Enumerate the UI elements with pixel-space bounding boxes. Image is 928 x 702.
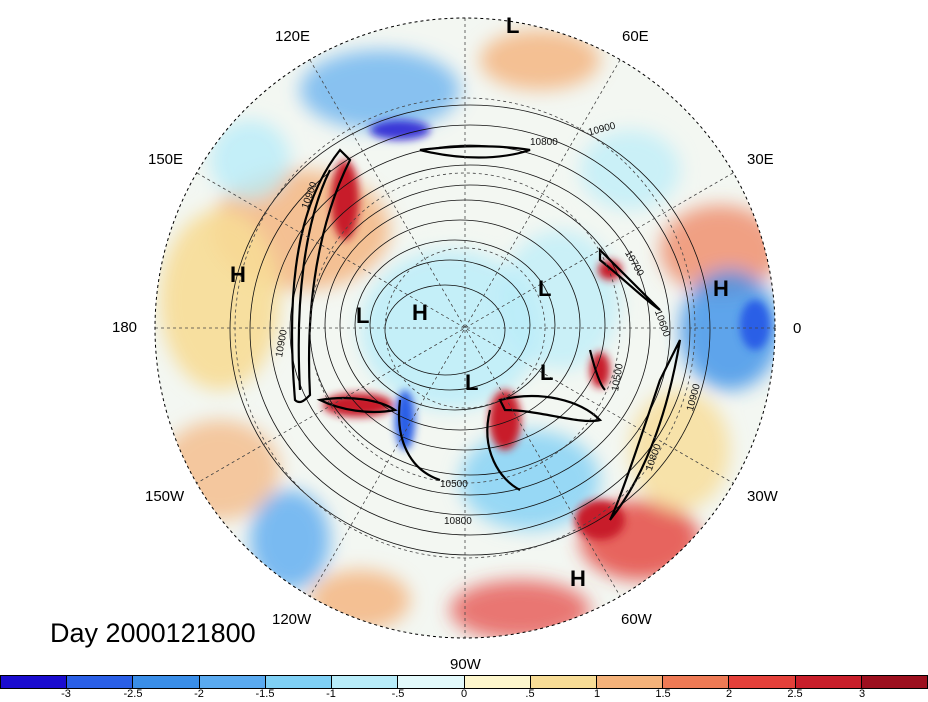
pressure-center-label: H <box>230 262 246 287</box>
longitude-label: 60E <box>622 28 649 45</box>
colorbar-swatch <box>199 676 266 688</box>
colorbar-swatch <box>265 676 333 688</box>
colorbar-swatch <box>729 676 796 688</box>
colorbar-tick-label: -1 <box>326 688 336 700</box>
pressure-center-label: L <box>356 303 370 328</box>
pressure-center-label: L <box>506 13 520 38</box>
colorbar-swatch <box>795 676 862 688</box>
colorbar-swatch <box>67 676 134 688</box>
longitude-label: 120W <box>272 611 312 628</box>
colorbar-swatch <box>596 676 664 688</box>
colorbar <box>0 675 928 689</box>
colorbar-tick-label: -1.5 <box>255 688 275 700</box>
longitude-label: 90W <box>450 656 481 673</box>
colorbar-swatch <box>398 676 465 688</box>
colorbar-swatch <box>464 676 531 688</box>
pressure-center-label: L <box>465 370 479 395</box>
colorbar-tick-label: 0 <box>460 688 468 700</box>
colorbar-swatch <box>1 676 68 688</box>
colorbar-tick-label: -2 <box>194 688 204 700</box>
height-contours <box>229 104 711 556</box>
colorbar-tick-label: 2.5 <box>787 688 803 700</box>
pressure-center-label: H <box>570 566 586 591</box>
colorbar-swatch <box>530 676 597 688</box>
longitude-label: 120E <box>275 28 311 45</box>
colorbar-swatch <box>332 676 399 688</box>
colorbar-swatch <box>663 676 730 688</box>
pressure-center-label: L <box>540 360 554 385</box>
longitude-label: 180 <box>112 319 138 336</box>
pressure-center-label: L <box>538 276 552 301</box>
contour-label: 10800 <box>530 137 558 148</box>
colorbar-tick-label: -.5 <box>391 688 405 700</box>
colorbar-tick-label: 1.5 <box>655 688 671 700</box>
colorbar-tick-label: -3 <box>61 688 71 700</box>
colorbar-tick-label: 1 <box>593 688 601 700</box>
contour-label: 10800 <box>444 516 472 527</box>
colorbar-tick-label: -2.5 <box>123 688 143 700</box>
longitude-label: 60W <box>621 611 652 628</box>
colorbar-swatch <box>861 676 928 688</box>
polar-map <box>154 17 776 639</box>
longitude-label: 0 <box>793 320 802 337</box>
colorbar-swatch <box>133 676 200 688</box>
colorbar-tick-label: 2 <box>725 688 733 700</box>
day-title: Day 2000121800 <box>50 618 256 648</box>
pressure-center-label: H <box>713 276 729 301</box>
colorbar-tick-label: 3 <box>858 688 866 700</box>
map-boundary <box>154 17 776 639</box>
pressure-center-label: H <box>412 300 428 325</box>
longitude-label: 150W <box>145 488 185 505</box>
contour-label: 10500 <box>440 479 468 490</box>
graticule <box>155 18 775 638</box>
longitude-label: 150E <box>148 151 184 168</box>
longitude-label: 30E <box>747 151 774 168</box>
jet-contours <box>290 145 682 521</box>
longitude-label: 30W <box>747 488 778 505</box>
colorbar-tick-label: .5 <box>525 688 535 700</box>
